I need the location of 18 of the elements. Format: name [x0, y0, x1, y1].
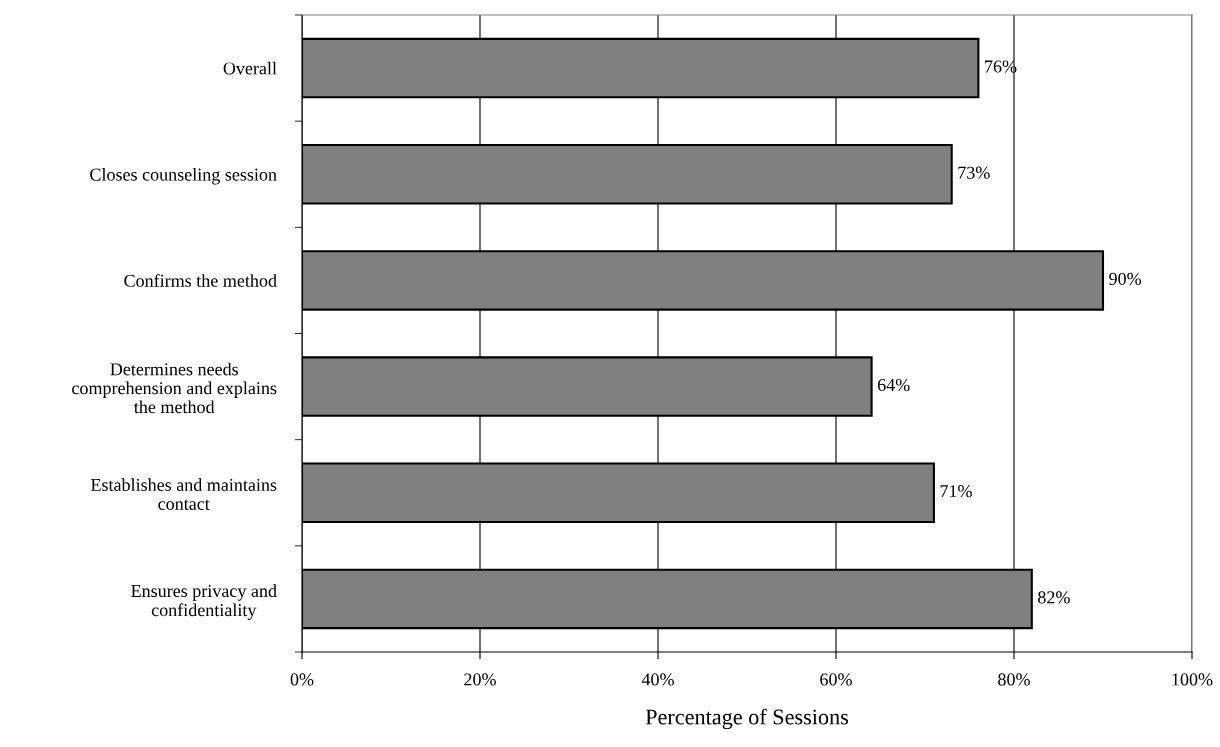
- data-label: 73%: [958, 166, 990, 179]
- x-tick-label: 40%: [641, 673, 674, 686]
- data-label: 82%: [1038, 591, 1070, 604]
- x-tick-label: 80%: [998, 673, 1030, 686]
- y-tick-label: Overall: [223, 61, 277, 75]
- x-tick-label: 0%: [290, 673, 314, 686]
- y-tick-label: Determines needs comprehension and explains the method: [72, 362, 277, 414]
- x-tick-label: 100%: [1172, 673, 1213, 686]
- x-tick-label: 60%: [820, 673, 852, 686]
- y-tick-label: Ensures privacy and confidentiality: [131, 584, 277, 620]
- y-tick-label: Confirms the method: [124, 273, 277, 287]
- data-label: 71%: [940, 485, 972, 498]
- data-label: 90%: [1109, 272, 1142, 285]
- y-tick-label: Closes counseling session: [90, 167, 277, 185]
- x-tick-label: 20%: [464, 673, 496, 686]
- x-axis-title: Percentage of Sessions: [645, 708, 849, 730]
- y-tick-label: Establishes and maintains contact: [90, 478, 277, 510]
- data-label: 64%: [877, 378, 910, 392]
